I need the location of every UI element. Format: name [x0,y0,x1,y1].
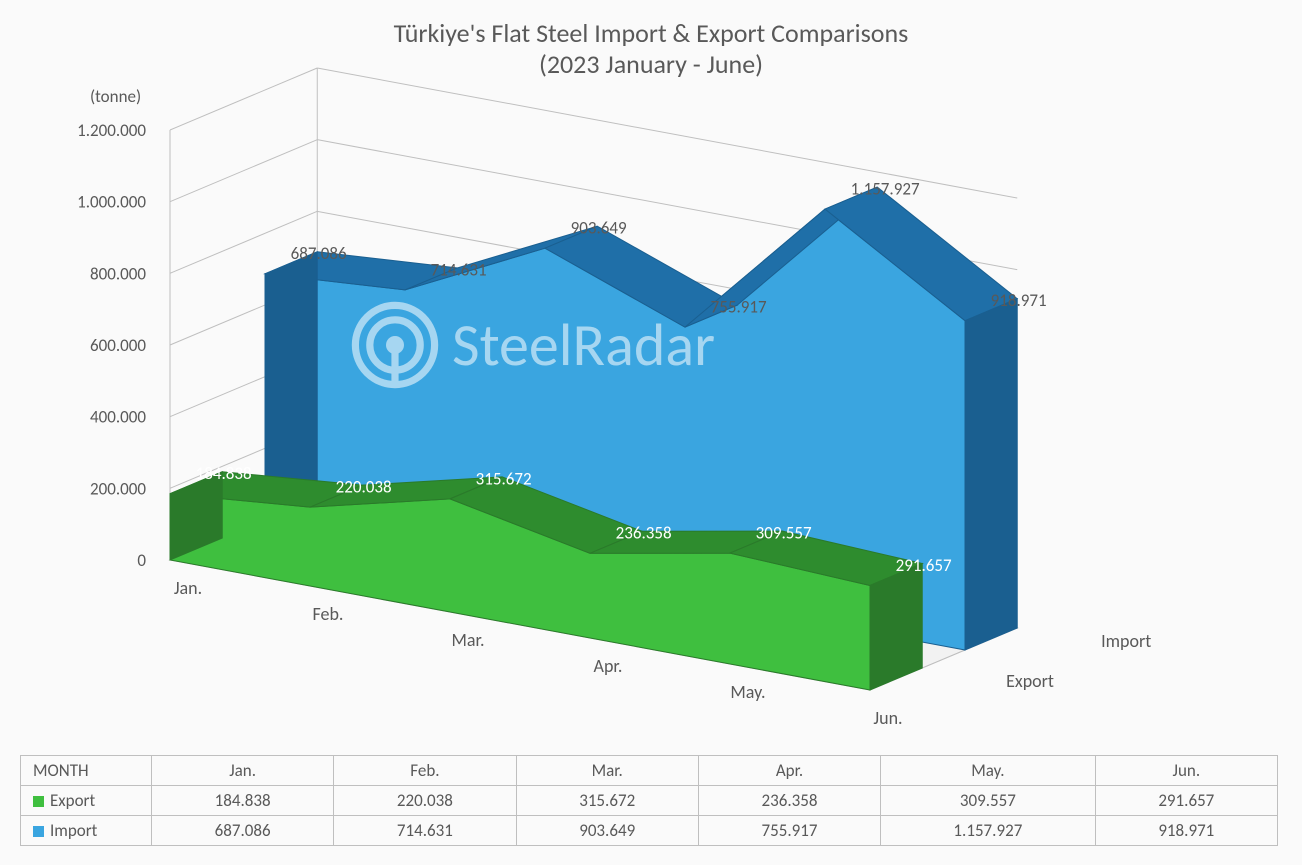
cell-import-4: 1.157.927 [881,816,1096,846]
cell-import-5: 918.971 [1095,816,1277,846]
data-label-import-4: 1.157.927 [851,178,920,199]
y-tick-3: 600.000 [90,335,146,356]
data-label-export-2: 315.672 [476,468,532,489]
data-label-export-4: 309.557 [756,522,812,543]
chart-svg: 0 200.000 400.000 600.000 800.000 1.000.000 1.… [0,0,1302,740]
table-col-3: Apr. [698,756,880,786]
table-col-4: May. [881,756,1096,786]
x-label-0: Jan. [174,577,202,599]
x-label-1: Feb. [313,603,344,625]
table-col-1: Feb. [334,756,516,786]
cell-export-2: 315.672 [516,786,698,816]
data-label-import-3: 755.917 [711,297,767,318]
cell-export-3: 236.358 [698,786,880,816]
y-tick-1: 200.000 [90,478,146,499]
table-row-import: Import 687.086 714.631 903.649 755.917 1… [21,816,1278,846]
data-label-export-0: 184.838 [196,463,252,484]
y-tick-5: 1.000.000 [77,192,146,213]
y-tick-2: 400.000 [90,407,146,428]
x-label-5: Jun. [873,707,902,729]
y-tick-4: 800.000 [90,263,146,284]
data-label-export-1: 220.038 [336,477,392,498]
x-label-2: Mar. [451,629,484,651]
data-label-import-2: 903.649 [571,218,627,239]
cell-export-4: 309.557 [881,786,1096,816]
cell-import-0: 687.086 [152,816,334,846]
table-col-2: Mar. [516,756,698,786]
cell-export-1: 220.038 [334,786,516,816]
cell-import-3: 755.917 [698,816,880,846]
table-col-5: Jun. [1095,756,1277,786]
table-col-0: Jan. [152,756,334,786]
cell-import-1: 714.631 [334,816,516,846]
data-label-import-0: 687.086 [291,243,347,264]
series-label-import: Import [1101,630,1151,652]
table-header-row: MONTH Jan. Feb. Mar. Apr. May. Jun. [21,756,1278,786]
import-swatch [33,826,44,837]
cell-export-0: 184.838 [152,786,334,816]
y-tick-6: 1.200.000 [77,120,146,141]
row-head-import: Import [21,816,152,846]
table-header-month: MONTH [21,756,152,786]
cell-import-2: 903.649 [516,816,698,846]
row-head-export: Export [21,786,152,816]
data-label-import-1: 714.631 [431,259,487,280]
data-label-import-5: 918.971 [991,290,1047,311]
chart-container: Türkiye's Flat Steel Import & Export Com… [0,0,1302,865]
data-table: MONTH Jan. Feb. Mar. Apr. May. Jun. Expo… [20,755,1278,846]
data-label-export-3: 236.358 [616,523,672,544]
export-swatch [33,796,44,807]
x-label-3: Apr. [594,655,623,677]
cell-export-5: 291.657 [1095,786,1277,816]
x-label-4: May. [730,681,765,703]
series-label-export: Export [1006,670,1054,692]
table-row-export: Export 184.838 220.038 315.672 236.358 3… [21,786,1278,816]
data-label-export-5: 291.657 [896,555,952,576]
y-tick-0: 0 [137,550,146,571]
